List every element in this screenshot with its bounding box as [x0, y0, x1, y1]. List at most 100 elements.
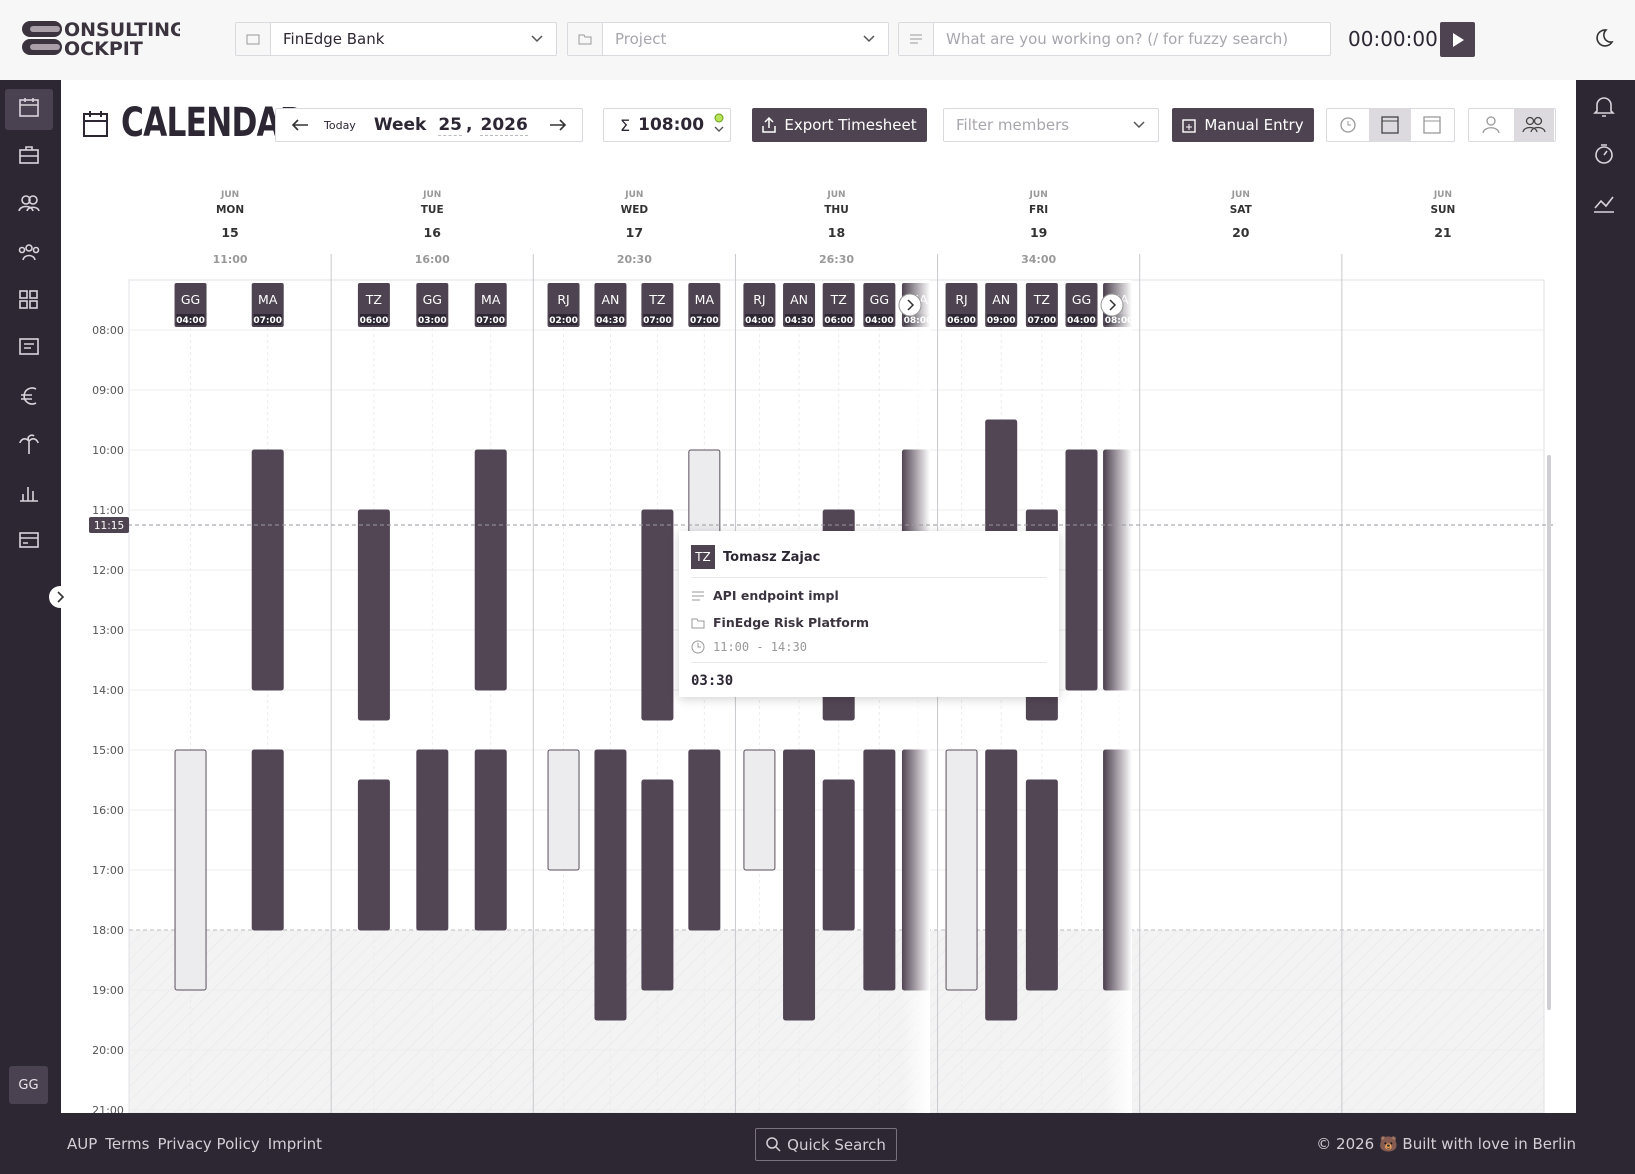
scroll-arrow — [907, 299, 915, 311]
member-initials: GG — [1072, 292, 1091, 307]
time-entry[interactable] — [547, 749, 580, 871]
day-month: JUN — [826, 190, 845, 200]
member-initials: MA — [258, 292, 278, 307]
client-value: FinEdge Bank — [283, 30, 385, 48]
time-entry[interactable] — [985, 749, 1018, 1021]
scope-team[interactable] — [1513, 109, 1554, 141]
prev-week[interactable] — [290, 118, 310, 132]
time-entry[interactable] — [251, 449, 284, 691]
footer-link[interactable]: Terms — [105, 1135, 150, 1153]
time-entry[interactable] — [743, 749, 776, 871]
footer-link[interactable]: AUP — [67, 1135, 98, 1153]
member-hours: 07:00 — [1028, 316, 1057, 326]
member-hours: 06:00 — [360, 316, 389, 326]
week-number[interactable]: 25 — [438, 114, 463, 136]
member-initials: MA — [695, 292, 715, 307]
footer-link[interactable]: Imprint — [267, 1135, 322, 1153]
project-select[interactable]: Project — [567, 22, 889, 56]
manual-entry-button[interactable]: Manual Entry — [1172, 108, 1314, 142]
time-entry[interactable] — [174, 749, 207, 991]
export-button[interactable]: Export Timesheet — [752, 108, 927, 142]
member-hours-bg — [596, 314, 625, 325]
hour-label: 17:00 — [92, 864, 124, 877]
next-week[interactable] — [548, 118, 568, 132]
view-week[interactable] — [1369, 109, 1411, 141]
hour-label: 16:00 — [92, 804, 124, 817]
view-month[interactable] — [1411, 109, 1453, 141]
time-entry[interactable] — [641, 779, 674, 991]
day-weekday: THU — [824, 204, 848, 216]
sidebar-expand[interactable] — [48, 585, 72, 609]
time-entry[interactable] — [251, 749, 284, 931]
member-filter[interactable]: Filter members — [943, 108, 1159, 142]
time-entry[interactable] — [822, 779, 855, 931]
today-button[interactable]: Today — [324, 118, 356, 132]
scope-me[interactable] — [1471, 109, 1511, 141]
time-entry[interactable] — [474, 449, 507, 691]
hour-label: 19:00 — [92, 984, 124, 997]
hour-label: 13:00 — [92, 624, 124, 637]
overflow-fade — [1104, 280, 1132, 1113]
time-entry[interactable] — [688, 449, 721, 541]
time-entry[interactable] — [863, 749, 896, 991]
member-hours: 07:00 — [690, 316, 719, 326]
play-button[interactable] — [1440, 22, 1475, 57]
time-entry[interactable] — [688, 749, 721, 931]
hour-label: 12:00 — [92, 564, 124, 577]
active-nav[interactable] — [5, 89, 53, 130]
footer-link[interactable]: Privacy Policy — [157, 1135, 260, 1153]
member-hours: 09:00 — [987, 316, 1016, 326]
time-entry[interactable] — [357, 509, 390, 721]
time-entry[interactable] — [783, 749, 816, 1021]
member-initials: RJ — [557, 292, 569, 307]
manual-entry-label: Manual Entry — [1204, 116, 1304, 134]
day-weekday: MON — [216, 204, 244, 216]
member-hours-bg — [1067, 314, 1096, 325]
member-hours-bg — [690, 314, 719, 325]
day-weekday: FRI — [1029, 204, 1048, 216]
member-initials: TZ — [648, 292, 665, 307]
theme-toggle[interactable] — [1592, 28, 1614, 50]
time-entry[interactable] — [357, 779, 390, 931]
time-entry[interactable] — [594, 749, 627, 1021]
description-input[interactable]: What are you working on? (/ for fuzzy se… — [898, 22, 1331, 56]
scroll-arrow — [1109, 299, 1117, 311]
member-hours: 07:00 — [643, 316, 672, 326]
time-entry[interactable] — [945, 749, 978, 991]
scroll-members[interactable] — [898, 293, 922, 317]
quick-search[interactable]: Quick Search — [755, 1128, 897, 1161]
day-column: GG 04:00 MA 07:00 — [174, 283, 284, 1113]
time-entry[interactable] — [641, 509, 674, 721]
time-entry[interactable] — [1025, 779, 1058, 991]
time-entry[interactable] — [474, 749, 507, 931]
left-sidebar: GG — [0, 80, 61, 1113]
member-hours-bg — [987, 314, 1016, 325]
time-entry[interactable] — [1065, 449, 1098, 691]
member-hours: 03:00 — [418, 316, 447, 326]
page-title: CALENDAR — [121, 100, 304, 146]
member-hours-bg — [359, 314, 388, 325]
top-bar: ONSULTING OCKPIT FinEdge Bank Project Wh… — [0, 0, 1635, 80]
hour-label: 11:00 — [92, 504, 124, 517]
hour-label: 08:00 — [92, 324, 124, 337]
year[interactable]: 2026 — [480, 114, 528, 136]
day-total: 26:30 — [819, 253, 854, 266]
member-hours-bg — [418, 314, 447, 325]
logo[interactable]: ONSULTING OCKPIT — [20, 18, 180, 60]
sum-symbol: Σ — [620, 115, 631, 135]
member-hours-bg — [549, 314, 578, 325]
view-day[interactable] — [1327, 109, 1369, 141]
member-hours-bg — [947, 314, 976, 325]
total-status — [714, 113, 724, 132]
member-initials: AN — [790, 292, 808, 307]
scroll-members[interactable] — [1100, 293, 1124, 317]
time-entry[interactable] — [416, 749, 449, 931]
client-select[interactable]: FinEdge Bank — [235, 22, 557, 56]
quick-search-label: Quick Search — [787, 1135, 886, 1154]
member-hours: 04:00 — [745, 316, 774, 326]
member-hours: 04:30 — [596, 316, 625, 326]
right-icons[interactable] — [1576, 80, 1635, 320]
user-avatar[interactable]: GG — [9, 1066, 48, 1104]
member-hours: 04:00 — [1067, 316, 1096, 326]
member-hours: 06:00 — [947, 316, 976, 326]
